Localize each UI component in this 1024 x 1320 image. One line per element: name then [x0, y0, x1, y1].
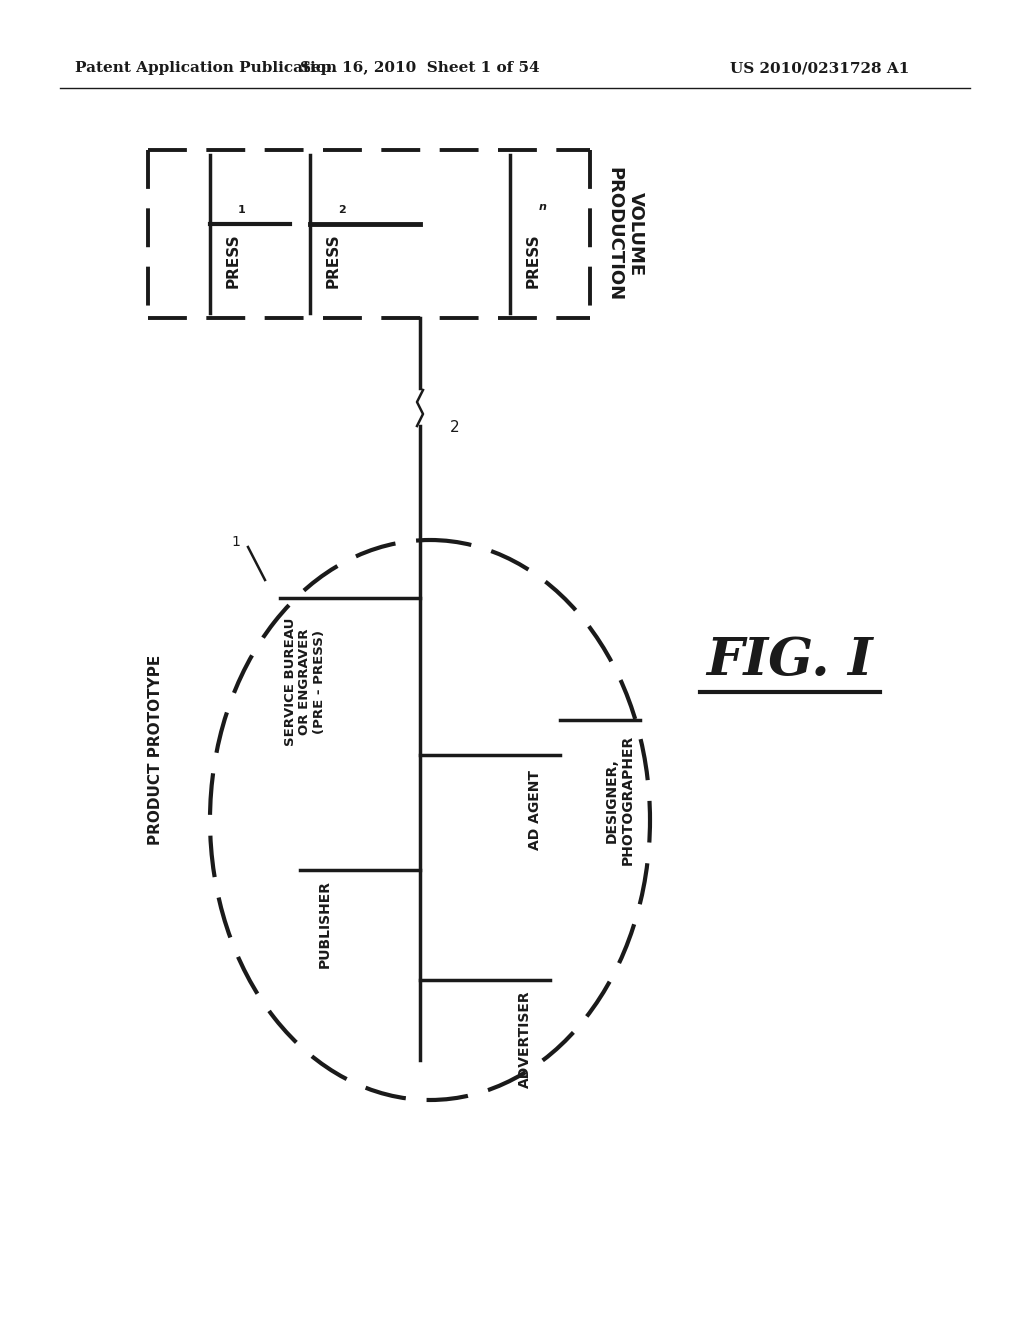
- Text: PRESS: PRESS: [226, 234, 241, 288]
- Text: 1: 1: [238, 205, 246, 215]
- Text: 1: 1: [231, 535, 241, 549]
- Text: PRODUCT PROTOTYPE: PRODUCT PROTOTYPE: [147, 655, 163, 845]
- Text: DESIGNER,
PHOTOGRAPHER: DESIGNER, PHOTOGRAPHER: [605, 735, 635, 865]
- Text: SERVICE BUREAU
OR ENGRAVER
(PRE - PRESS): SERVICE BUREAU OR ENGRAVER (PRE - PRESS): [284, 618, 327, 746]
- Text: PRESS: PRESS: [326, 234, 341, 288]
- Text: PUBLISHER: PUBLISHER: [318, 880, 332, 968]
- Text: 2: 2: [450, 421, 460, 436]
- Text: US 2010/0231728 A1: US 2010/0231728 A1: [730, 61, 909, 75]
- Text: FIG. I: FIG. I: [707, 635, 873, 685]
- Text: n: n: [539, 202, 547, 213]
- Text: ADVERTISER: ADVERTISER: [518, 990, 532, 1088]
- Text: VOLUME
PRODUCTION: VOLUME PRODUCTION: [605, 166, 645, 301]
- Text: AD AGENT: AD AGENT: [528, 770, 542, 850]
- Text: Patent Application Publication: Patent Application Publication: [75, 61, 337, 75]
- Text: PRESS: PRESS: [526, 234, 541, 288]
- Text: Sep. 16, 2010  Sheet 1 of 54: Sep. 16, 2010 Sheet 1 of 54: [300, 61, 540, 75]
- Text: 2: 2: [338, 205, 346, 215]
